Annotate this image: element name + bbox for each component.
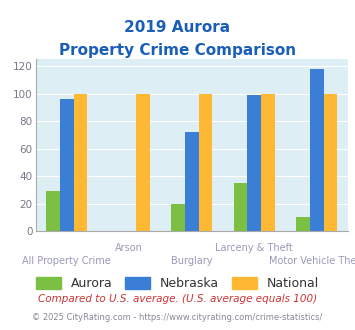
Text: 2019 Aurora: 2019 Aurora — [125, 20, 230, 35]
Bar — [73, 94, 87, 231]
Bar — [171, 204, 185, 231]
Bar — [60, 99, 73, 231]
Text: All Property Crime: All Property Crime — [22, 256, 111, 266]
Legend: Aurora, Nebraska, National: Aurora, Nebraska, National — [31, 272, 324, 295]
Text: Burglary: Burglary — [171, 256, 212, 266]
Bar — [310, 69, 323, 231]
Bar — [296, 217, 310, 231]
Bar — [185, 132, 198, 231]
Bar — [198, 94, 212, 231]
Bar — [323, 94, 337, 231]
Text: Property Crime Comparison: Property Crime Comparison — [59, 43, 296, 58]
Bar — [247, 95, 261, 231]
Text: © 2025 CityRating.com - https://www.cityrating.com/crime-statistics/: © 2025 CityRating.com - https://www.city… — [32, 313, 323, 322]
Text: Motor Vehicle Theft: Motor Vehicle Theft — [269, 256, 355, 266]
Bar — [136, 94, 150, 231]
Bar — [234, 183, 247, 231]
Text: Larceny & Theft: Larceny & Theft — [215, 243, 293, 252]
Bar — [46, 191, 60, 231]
Text: Compared to U.S. average. (U.S. average equals 100): Compared to U.S. average. (U.S. average … — [38, 294, 317, 304]
Bar — [261, 94, 275, 231]
Text: Arson: Arson — [115, 243, 143, 252]
